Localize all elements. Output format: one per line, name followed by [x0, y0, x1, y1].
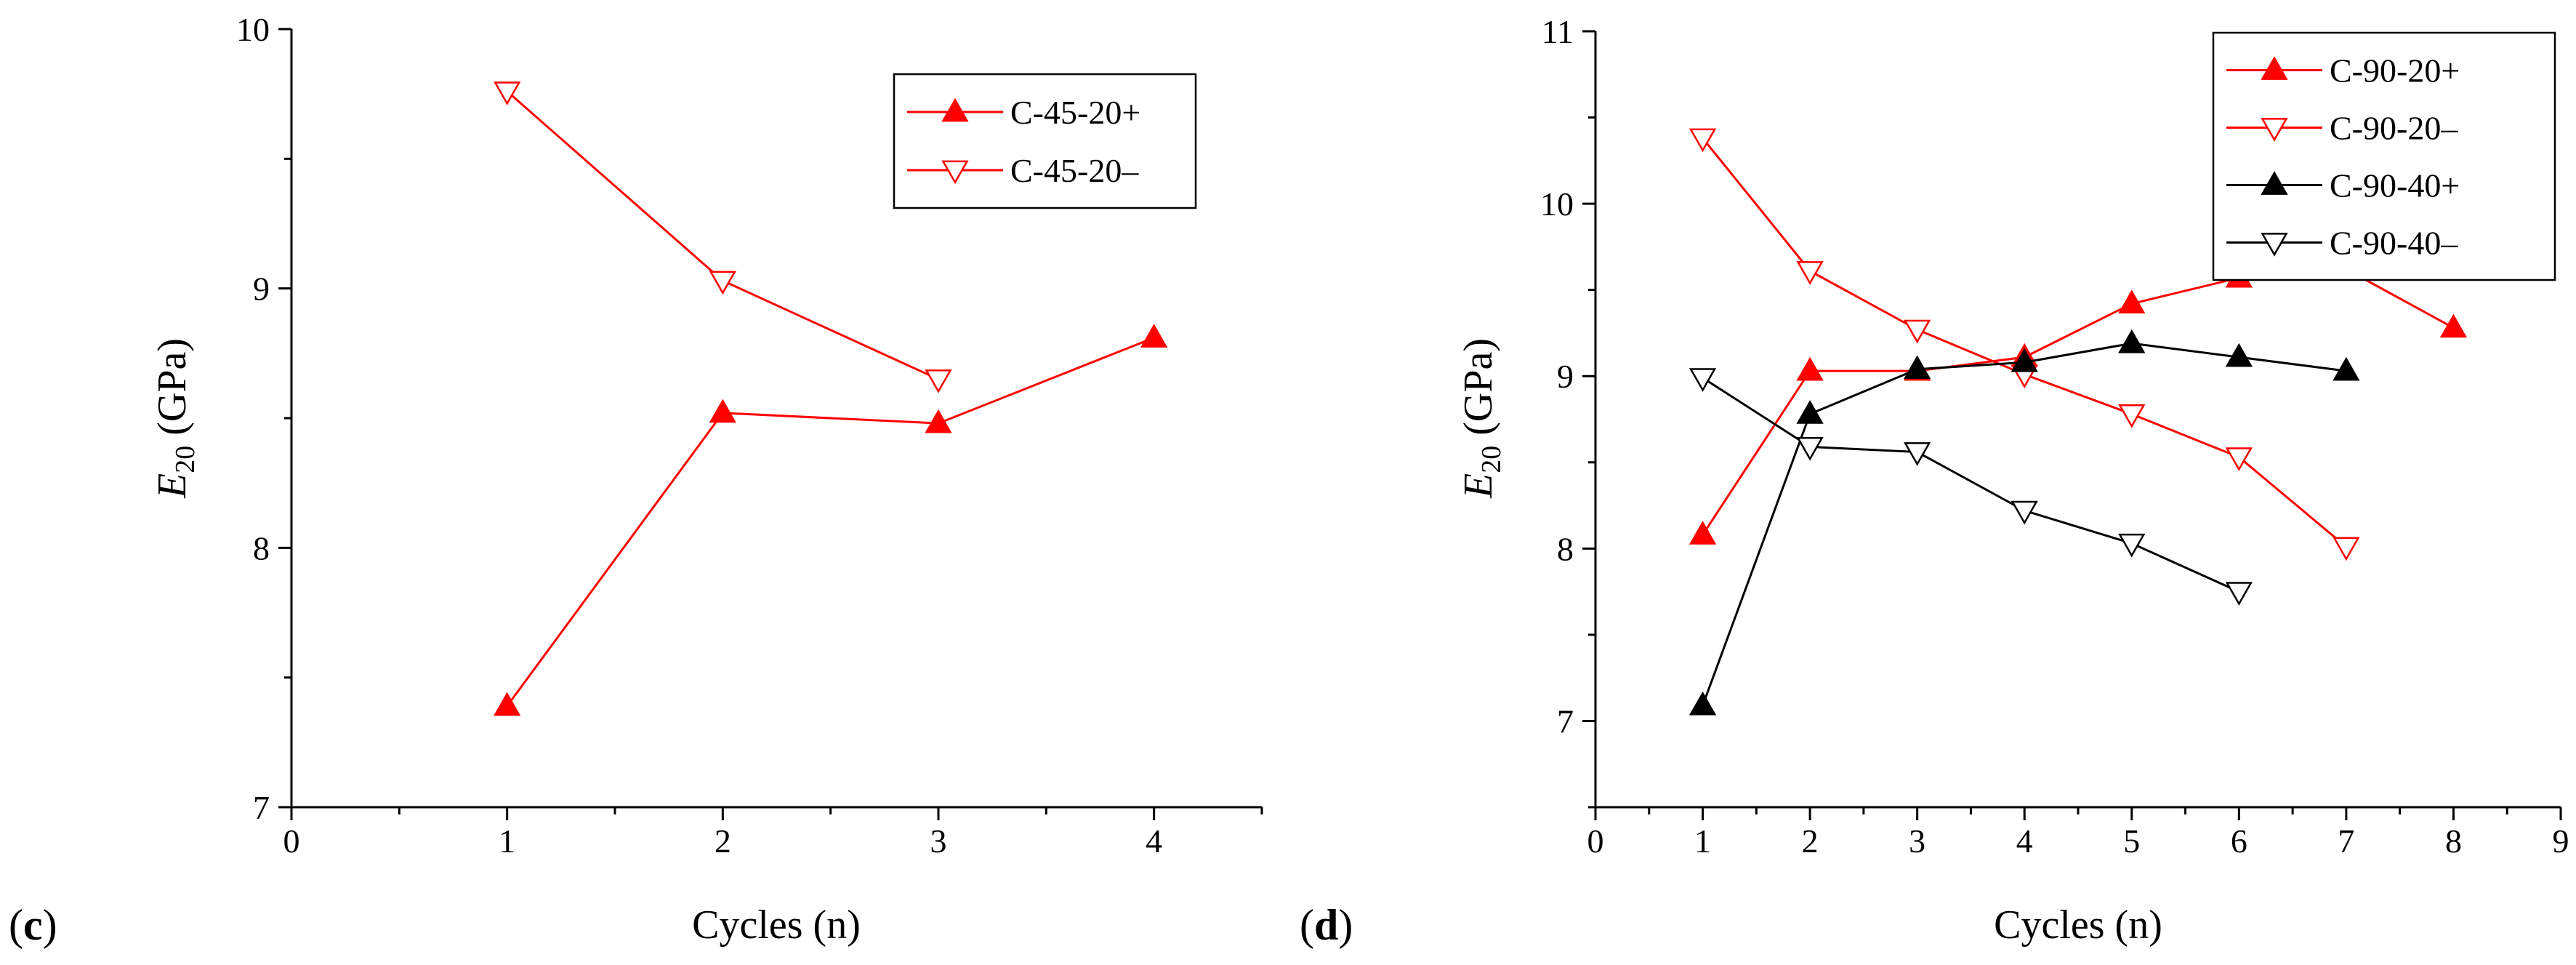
data-point-marker: [2118, 289, 2146, 314]
panel-label-close: ): [1338, 901, 1353, 949]
legend-marker: [941, 97, 969, 122]
series-0: [1689, 255, 2468, 545]
legend-box: [893, 73, 1197, 209]
data-point-marker: [1796, 400, 1824, 424]
data-point-marker: [2118, 533, 2146, 558]
panel-label-close: ): [43, 901, 57, 949]
data-point-marker: [2225, 343, 2253, 367]
y-tick-label: 7: [1557, 702, 1574, 740]
series-0: [494, 324, 1168, 716]
y-axis-title-unit: (GPa): [150, 338, 195, 446]
legend-marker: [941, 160, 969, 185]
panel-label-open: (: [1300, 901, 1314, 949]
chart-panel-0: 0 1 2 3 4 7 8 9 10 C-45-20+ C-45-20– Cycles (n) E20 …: [9, 11, 1263, 949]
data-point-marker: [709, 271, 736, 295]
x-tick-label: 7: [2338, 822, 2354, 860]
x-tick-label: 2: [715, 822, 731, 860]
data-point-marker: [1904, 442, 1931, 466]
x-tick-label: 2: [1802, 822, 1819, 860]
legend-marker: [2261, 56, 2288, 80]
y-axis-title-unit: (GPa): [1456, 338, 1501, 446]
x-axis-title: Cycles (n): [1994, 902, 2162, 948]
y-axis-title-main: E: [150, 473, 195, 499]
x-tick-label: 4: [1146, 822, 1162, 860]
x-tick-label: 1: [499, 822, 515, 860]
x-tick-label: 0: [1587, 822, 1604, 860]
legend-marker: [2261, 171, 2288, 195]
data-point-marker: [925, 409, 952, 433]
data-point-marker: [1689, 128, 1717, 153]
panel-label-letter: d: [1314, 901, 1338, 949]
data-point-marker: [1140, 324, 1168, 348]
y-tick-label: 8: [1557, 530, 1574, 567]
legend-marker: [2261, 118, 2288, 142]
data-point-marker: [709, 399, 736, 423]
x-axis-title: Cycles (n): [692, 902, 861, 948]
x-tick-label: 1: [1694, 822, 1711, 860]
y-tick-label: 7: [253, 789, 270, 826]
y-axis-title: E20 (GPa): [150, 338, 201, 499]
x-tick-label: 3: [930, 822, 947, 860]
y-tick-label: 8: [253, 529, 270, 566]
panel-label-open: (: [9, 901, 23, 949]
x-tick-label: 5: [2123, 822, 2140, 860]
series-2: [1689, 329, 2360, 716]
data-point-marker: [1689, 368, 1717, 392]
data-point-marker: [2225, 447, 2253, 471]
y-tick-label: 9: [253, 271, 270, 308]
legend-label: C-90-40–: [2330, 225, 2458, 262]
y-tick-label: 11: [1542, 13, 1574, 50]
series-line: [506, 90, 939, 380]
x-tick-label: 0: [283, 822, 300, 860]
data-point-marker: [1689, 691, 1717, 716]
legend-label: C-90-20–: [2330, 110, 2458, 147]
data-point-marker: [2118, 404, 2146, 428]
x-tick-label: 9: [2553, 822, 2569, 860]
data-point-marker: [494, 81, 521, 105]
data-point-marker: [1904, 355, 1931, 380]
data-point-marker: [494, 692, 521, 716]
x-tick-label: 3: [1909, 822, 1925, 860]
data-point-marker: [1904, 319, 1931, 344]
data-point-marker: [1796, 437, 1824, 461]
legend: C-45-20+ C-45-20–: [893, 73, 1197, 209]
x-tick-label: 6: [2231, 822, 2247, 860]
y-tick-label: 10: [1540, 185, 1574, 223]
legend-label: C-90-20+: [2330, 52, 2460, 89]
data-point-marker: [1689, 521, 1717, 545]
data-point-marker: [925, 369, 952, 393]
series-line: [506, 337, 1155, 707]
legend-label: C-45-20+: [1010, 94, 1140, 131]
y-tick-label: 10: [236, 11, 270, 48]
panel-label: (c): [9, 901, 57, 949]
x-tick-label: 4: [2016, 822, 2033, 860]
data-point-marker: [2011, 348, 2038, 372]
legend-marker: [2261, 233, 2288, 257]
data-point-marker: [1796, 356, 1824, 381]
legend-label: C-90-40+: [2330, 167, 2460, 204]
y-axis-title-subscript: 20: [1476, 446, 1507, 473]
data-point-marker: [2011, 500, 2038, 525]
y-axis-title: E20 (GPa): [1456, 338, 1507, 499]
y-axis-title-main: E: [1456, 473, 1501, 499]
legend: C-90-20+ C-90-20– C-90-40+ C-90-40–: [2212, 31, 2556, 281]
data-point-marker: [2439, 313, 2468, 338]
data-point-marker: [2333, 356, 2360, 381]
legend-label: C-45-20–: [1010, 152, 1139, 189]
data-point-marker: [1796, 261, 1824, 285]
chart-panel-1: 0 1 2 3 4 5 6 7 8 9 7 8 9 10 11 C-90-20+ C-90-20– C-90-40…: [1300, 13, 2569, 949]
series-3: [1689, 368, 2253, 606]
series-line: [1702, 377, 2239, 593]
panel-label: (d): [1300, 901, 1353, 949]
data-point-marker: [2118, 329, 2146, 353]
data-point-marker: [2333, 537, 2360, 561]
series-line: [1702, 268, 2455, 536]
y-axis-title-subscript: 20: [170, 446, 201, 473]
x-tick-label: 8: [2445, 822, 2462, 860]
y-tick-label: 9: [1557, 358, 1574, 395]
series-1: [494, 81, 952, 393]
panel-label-letter: c: [23, 901, 43, 949]
data-point-marker: [2225, 582, 2253, 606]
